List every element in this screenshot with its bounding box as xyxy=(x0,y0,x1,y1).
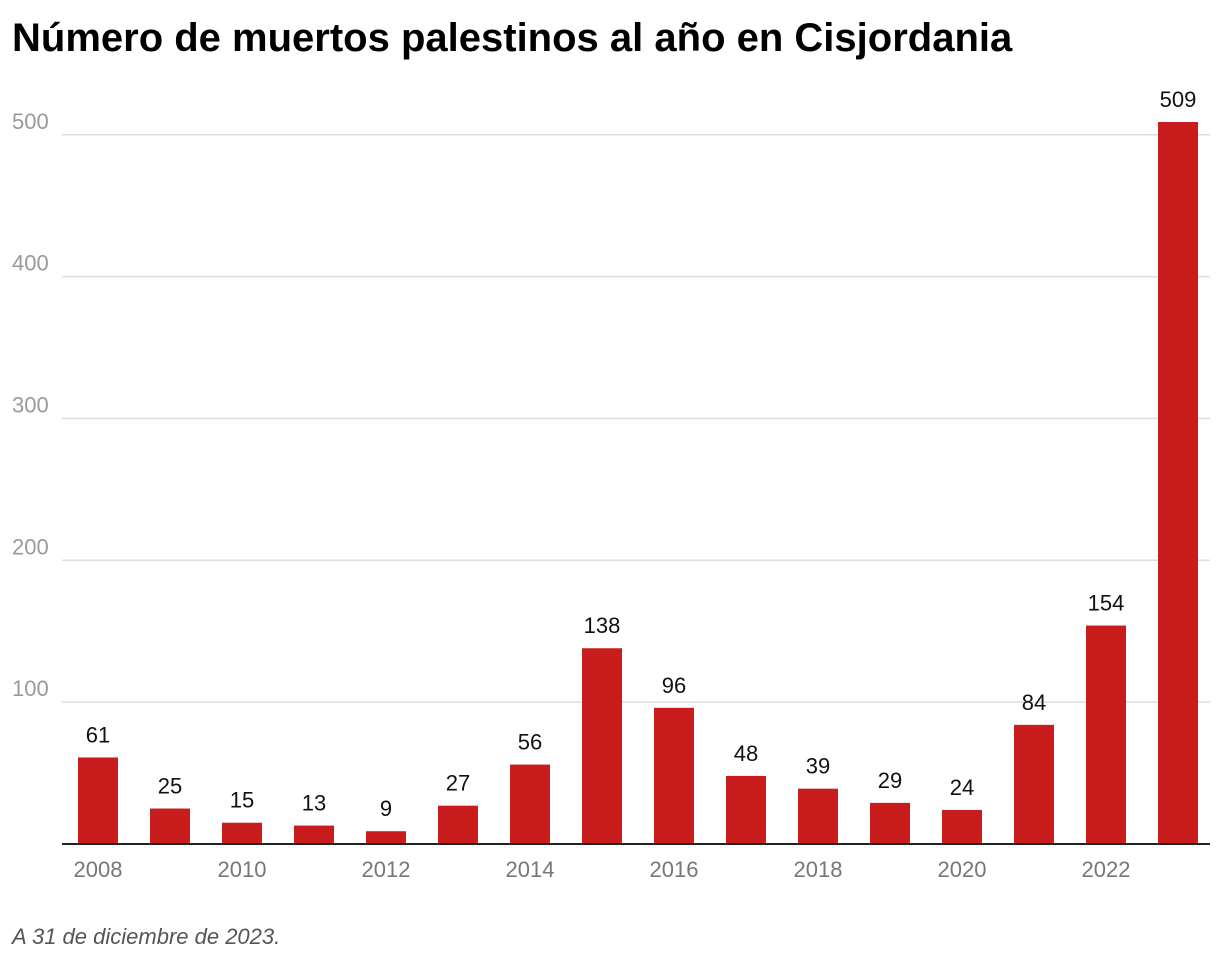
bar xyxy=(654,707,694,844)
y-tick-label: 400 xyxy=(12,251,49,276)
bar xyxy=(582,648,622,844)
data-label: 15 xyxy=(230,788,254,813)
data-label: 29 xyxy=(878,768,902,793)
bar xyxy=(1014,724,1054,844)
bar xyxy=(438,805,478,844)
bar xyxy=(222,822,262,844)
x-tick-label: 2016 xyxy=(650,857,699,882)
data-label: 48 xyxy=(734,741,758,766)
bar xyxy=(726,775,766,844)
data-label: 509 xyxy=(1160,87,1197,112)
bar xyxy=(798,788,838,844)
x-tick-label: 2018 xyxy=(794,857,843,882)
bar xyxy=(366,831,406,844)
bar xyxy=(942,809,982,844)
data-label: 84 xyxy=(1022,690,1046,715)
data-label: 154 xyxy=(1088,591,1125,616)
y-tick-label: 200 xyxy=(12,534,49,559)
data-label: 24 xyxy=(950,775,974,800)
bar xyxy=(510,764,550,844)
bar xyxy=(78,757,118,844)
data-label: 96 xyxy=(662,673,686,698)
x-tick-label: 2022 xyxy=(1082,857,1131,882)
data-label: 61 xyxy=(86,722,110,747)
bar xyxy=(870,802,910,844)
y-tick-label: 100 xyxy=(12,676,49,701)
data-label: 13 xyxy=(302,791,326,816)
chart-note: A 31 de diciembre de 2023. xyxy=(12,924,281,949)
data-label: 9 xyxy=(380,796,392,821)
x-tick-label: 2008 xyxy=(74,857,123,882)
bar xyxy=(150,808,190,844)
data-label: 56 xyxy=(518,730,542,755)
y-tick-label: 300 xyxy=(12,392,49,417)
x-tick-label: 2010 xyxy=(218,857,267,882)
data-label: 138 xyxy=(584,613,621,638)
y-tick-label: 500 xyxy=(12,109,49,134)
x-tick-label: 2014 xyxy=(506,857,555,882)
bar xyxy=(1086,625,1126,844)
bar xyxy=(1158,121,1198,844)
bar xyxy=(294,825,334,844)
x-tick-label: 2020 xyxy=(938,857,987,882)
data-label: 27 xyxy=(446,771,470,796)
chart-title: Número de muertos palestinos al año en C… xyxy=(12,16,1013,60)
data-label: 39 xyxy=(806,754,830,779)
data-label: 25 xyxy=(158,774,182,799)
x-tick-label: 2012 xyxy=(362,857,411,882)
